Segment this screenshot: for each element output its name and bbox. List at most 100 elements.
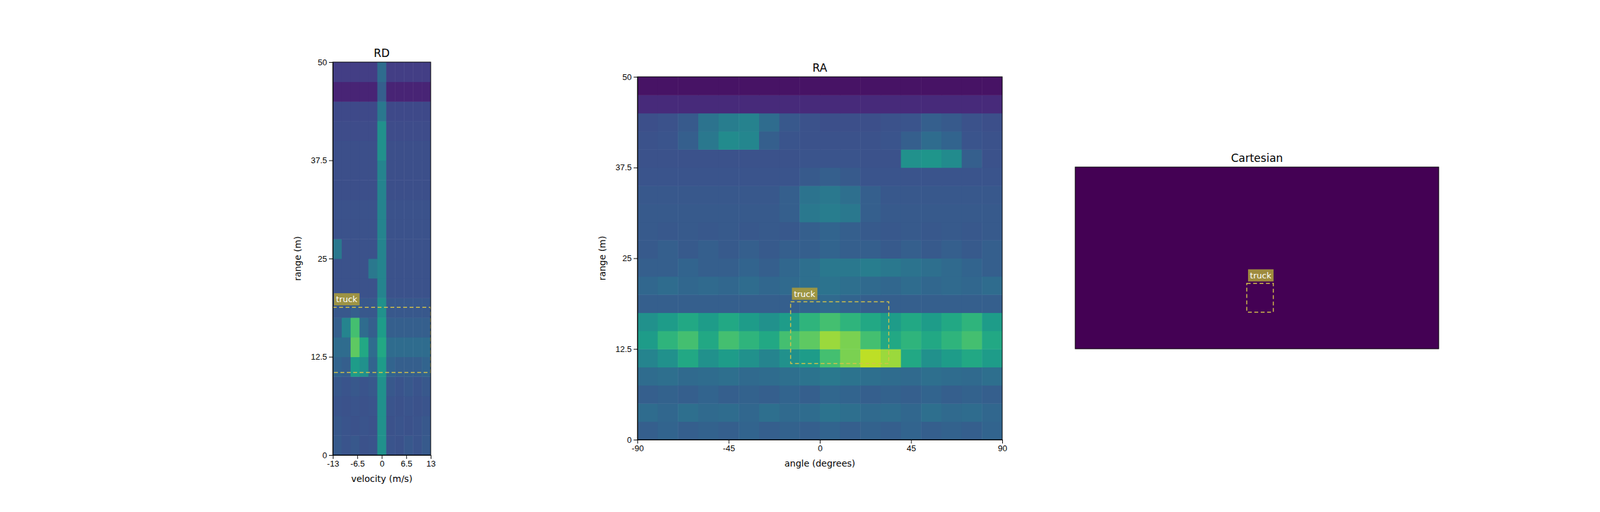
heatmap-cell: [880, 421, 902, 440]
x-axis-title: angle (degrees): [784, 458, 856, 469]
heatmap-cell: [412, 62, 422, 82]
heatmap-cell: [941, 240, 962, 259]
heatmap-cell: [961, 367, 983, 386]
heatmap-cell: [819, 167, 841, 187]
heatmap-cell: [901, 113, 922, 132]
plot-area: [1075, 167, 1439, 349]
y-tick-label: 50: [318, 57, 328, 68]
heatmap-cell: [657, 185, 679, 205]
heatmap-cell: [759, 330, 780, 350]
heatmap-cell: [759, 421, 780, 440]
heatmap-cell: [718, 312, 740, 332]
heatmap-cell: [718, 385, 740, 404]
x-axis-line: [333, 455, 432, 460]
heatmap-cell: [677, 185, 699, 205]
heatmap-cell: [677, 258, 699, 278]
heatmap-cell: [840, 403, 861, 422]
heatmap-cell: [961, 421, 983, 440]
heatmap-cell: [332, 337, 342, 358]
heatmap-cell: [377, 435, 387, 456]
heatmap-cell: [961, 330, 983, 350]
heatmap-cell: [941, 149, 962, 168]
heatmap-cell: [698, 149, 719, 168]
heatmap-cell: [718, 258, 740, 278]
heatmap-cell: [385, 62, 395, 82]
heatmap-cell: [421, 258, 431, 279]
heatmap-cell: [880, 367, 902, 386]
heatmap-cell: [412, 396, 422, 416]
x-tick-mark: [406, 455, 408, 459]
heatmap-cell: [368, 357, 378, 377]
heatmap-cell: [819, 113, 841, 132]
heatmap-cell: [860, 348, 881, 368]
heatmap-cell: [403, 258, 413, 279]
heatmap-cell: [403, 297, 413, 318]
heatmap-cell: [920, 421, 942, 440]
heatmap-cell: [412, 317, 422, 338]
box-label: truck: [334, 293, 360, 306]
heatmap-cell: [341, 317, 351, 338]
heatmap-cell: [637, 131, 658, 150]
heatmap-cell: [738, 421, 760, 440]
heatmap-cell: [385, 238, 395, 259]
heatmap-cell: [368, 219, 378, 240]
heatmap-cell: [359, 199, 369, 220]
heatmap-cell: [385, 179, 395, 200]
heatmap-cell: [860, 421, 881, 440]
heatmap-cell: [368, 435, 378, 456]
heatmap-cell: [920, 76, 942, 96]
heatmap-cell: [677, 421, 699, 440]
heatmap-cell: [880, 76, 902, 96]
heatmap-cell: [677, 167, 699, 187]
heatmap-cell: [961, 203, 983, 223]
heatmap-cell: [698, 113, 719, 132]
box-label-bg: [791, 288, 818, 301]
heatmap-cell: [368, 179, 378, 200]
plot-frame: [637, 76, 1003, 440]
heatmap-cell: [385, 140, 395, 161]
heatmap-cell: [880, 131, 902, 150]
x-tick: 0: [817, 439, 823, 454]
heatmap-cell: [394, 337, 404, 358]
heatmap-cell: [412, 238, 422, 259]
heatmap-cell: [637, 222, 658, 241]
heatmap-cell: [860, 294, 881, 313]
heatmap-cell: [941, 367, 962, 386]
heatmap-cell: [759, 385, 780, 404]
y-tick: 25: [318, 254, 333, 264]
heatmap-cell: [981, 330, 1003, 350]
heatmap-cell: [920, 258, 942, 278]
heatmap-cell: [819, 203, 841, 223]
heatmap-cell: [941, 76, 962, 96]
heatmap-cell: [819, 403, 841, 422]
heatmap-cell: [819, 131, 841, 150]
heatmap-cell: [350, 258, 360, 279]
heatmap-cell: [403, 120, 413, 141]
heatmap-cell: [738, 149, 760, 168]
heatmap-cell: [394, 258, 404, 279]
heatmap-cell: [368, 120, 378, 141]
heatmap-cell: [657, 312, 679, 332]
heatmap-cell: [860, 258, 881, 278]
heatmap-cell: [738, 312, 760, 332]
heatmap-cell: [403, 81, 413, 102]
heatmap-cell: [860, 131, 881, 150]
heatmap-cell: [637, 367, 658, 386]
heatmap-cell: [677, 94, 699, 114]
heatmap-cell: [377, 160, 387, 181]
heatmap-cell: [901, 367, 922, 386]
heatmap-cell: [799, 348, 820, 368]
y-tick: 25: [622, 253, 638, 264]
heatmap-cell: [840, 222, 861, 241]
heatmap-cell: [718, 240, 740, 259]
heatmap-cell: [941, 258, 962, 278]
heatmap-cell: [920, 276, 942, 296]
heatmap-cell: [880, 385, 902, 404]
heatmap-cell: [412, 258, 422, 279]
heatmap-cell: [759, 367, 780, 386]
heatmap-cell: [981, 94, 1003, 114]
heatmap-cell: [759, 131, 780, 150]
heatmap-cell: [368, 62, 378, 82]
heatmap-cell: [819, 185, 841, 205]
heatmap-cell: [359, 238, 369, 259]
